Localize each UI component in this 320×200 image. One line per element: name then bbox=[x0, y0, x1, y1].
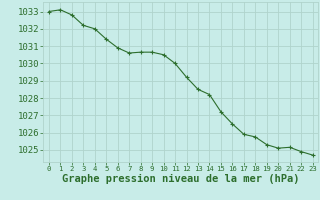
X-axis label: Graphe pression niveau de la mer (hPa): Graphe pression niveau de la mer (hPa) bbox=[62, 174, 300, 184]
